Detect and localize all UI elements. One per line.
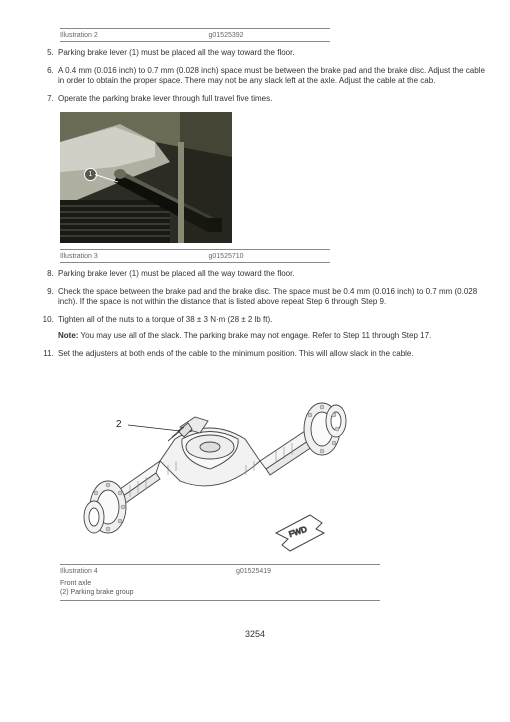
steps-5-7: Parking brake lever (1) must be placed a…	[22, 48, 488, 104]
step-10-note-label: Note:	[58, 331, 78, 340]
illustration4-rule-bottom	[60, 600, 380, 601]
illustration4-code: g01525419	[236, 568, 380, 575]
illustration3-code: g01525710	[209, 253, 331, 260]
step-8: Parking brake lever (1) must be placed a…	[56, 269, 488, 279]
step-8-text: Parking brake lever (1) must be placed a…	[58, 269, 295, 278]
illustration4-label: Illustration 4	[60, 568, 236, 575]
illustration2-label: Illustration 2	[60, 32, 209, 39]
step-9: Check the space between the brake pad an…	[56, 287, 488, 307]
illustration4-line2: (2) Parking brake group	[60, 588, 380, 597]
step-5-text: Parking brake lever (1) must be placed a…	[58, 48, 295, 57]
step-9-text: Check the space between the brake pad an…	[58, 287, 477, 306]
illustration3-caption-row: Illustration 3 g01525710	[60, 253, 330, 263]
step-10-note: Note: You may use all of the slack. The …	[58, 331, 488, 341]
illustration2-rule-top	[60, 28, 330, 29]
callout-2-text: 2	[116, 419, 122, 430]
illustration4-caption-row: Illustration 4 g01525419	[60, 568, 380, 577]
illustration4-rule-top	[60, 564, 380, 565]
step-6: A 0.4 mm (0.016 inch) to 0.7 mm (0.028 i…	[56, 66, 488, 86]
step-11: Set the adjusters at both ends of the ca…	[56, 349, 488, 359]
step-10-note-text: You may use all of the slack. The parkin…	[78, 331, 431, 340]
illustration4-line1: Front axle	[60, 579, 380, 588]
illustration2-caption-row: Illustration 2 g01525392	[60, 32, 330, 42]
illustration4-figure: 2 FWD	[60, 369, 360, 556]
steps-8-11: Parking brake lever (1) must be placed a…	[22, 269, 488, 359]
illustration3-photo: 1	[60, 112, 232, 243]
illustration4-subcaption: Front axle (2) Parking brake group	[60, 579, 380, 597]
step-11-text: Set the adjusters at both ends of the ca…	[58, 349, 414, 358]
illustration2-code: g01525392	[209, 32, 331, 39]
page-number: 3254	[22, 629, 488, 639]
illustration3-rule-top	[60, 249, 330, 250]
axle-svg: 2 FWD	[60, 369, 360, 554]
step-7: Operate the parking brake lever through …	[56, 94, 488, 104]
step-10: Tighten all of the nuts to a torque of 3…	[56, 315, 488, 341]
step-5: Parking brake lever (1) must be placed a…	[56, 48, 488, 58]
illustration3-label: Illustration 3	[60, 253, 209, 260]
illustration3-figure: 1	[60, 112, 488, 243]
step-6-text: A 0.4 mm (0.016 inch) to 0.7 mm (0.028 i…	[58, 66, 485, 85]
step-7-text: Operate the parking brake lever through …	[58, 94, 272, 103]
step-10-text: Tighten all of the nuts to a torque of 3…	[58, 315, 272, 324]
